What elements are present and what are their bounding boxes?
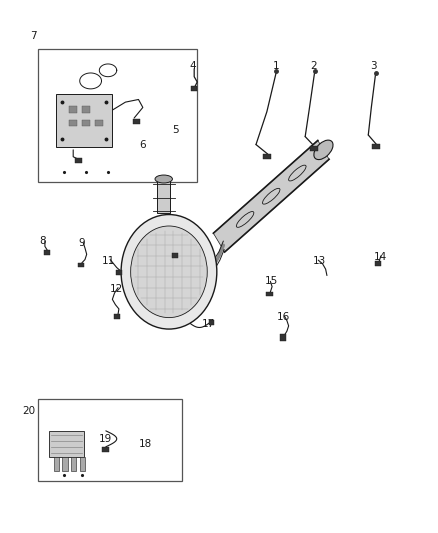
Bar — [44, 251, 49, 255]
Text: 4: 4 — [190, 61, 196, 71]
Text: 12: 12 — [110, 284, 124, 294]
Text: 15: 15 — [265, 276, 278, 286]
Ellipse shape — [121, 215, 217, 329]
Bar — [263, 154, 271, 159]
Bar — [310, 146, 318, 151]
Text: 18: 18 — [138, 439, 152, 449]
Bar — [172, 253, 178, 258]
Bar — [95, 119, 103, 126]
Text: 17: 17 — [201, 319, 215, 329]
Bar — [39, 399, 182, 481]
Bar — [82, 119, 90, 126]
Text: 9: 9 — [78, 238, 85, 248]
Bar — [82, 107, 90, 113]
Ellipse shape — [314, 140, 333, 159]
Ellipse shape — [131, 226, 207, 318]
Polygon shape — [213, 140, 329, 252]
Bar — [375, 261, 381, 266]
Bar — [191, 86, 197, 91]
Bar — [209, 320, 215, 325]
Bar — [102, 447, 110, 452]
FancyBboxPatch shape — [157, 179, 170, 214]
Bar — [71, 457, 76, 471]
Bar — [114, 314, 120, 319]
Bar — [133, 119, 140, 124]
Text: 8: 8 — [39, 236, 46, 246]
Bar — [372, 144, 380, 149]
Text: 11: 11 — [101, 256, 115, 266]
Bar — [116, 270, 122, 274]
Text: 6: 6 — [140, 140, 146, 150]
Text: 10: 10 — [162, 233, 176, 244]
Ellipse shape — [155, 175, 173, 183]
Text: 7: 7 — [30, 31, 36, 41]
Text: 14: 14 — [374, 252, 387, 262]
Text: 16: 16 — [277, 312, 290, 322]
Bar — [56, 94, 113, 147]
Bar — [80, 457, 85, 471]
Bar — [75, 158, 82, 163]
Text: 1: 1 — [273, 61, 280, 71]
Bar — [69, 119, 77, 126]
Bar — [49, 431, 84, 457]
Text: 19: 19 — [99, 434, 113, 444]
Text: 20: 20 — [22, 406, 35, 416]
Bar — [53, 457, 59, 471]
Bar — [266, 292, 272, 296]
Bar — [78, 263, 84, 267]
Bar — [69, 107, 77, 113]
Text: 3: 3 — [370, 61, 377, 71]
Bar — [39, 49, 197, 182]
Text: 13: 13 — [312, 256, 326, 266]
Text: 2: 2 — [311, 61, 317, 71]
Text: 5: 5 — [172, 125, 179, 135]
Bar — [280, 334, 286, 341]
Bar — [62, 457, 67, 471]
